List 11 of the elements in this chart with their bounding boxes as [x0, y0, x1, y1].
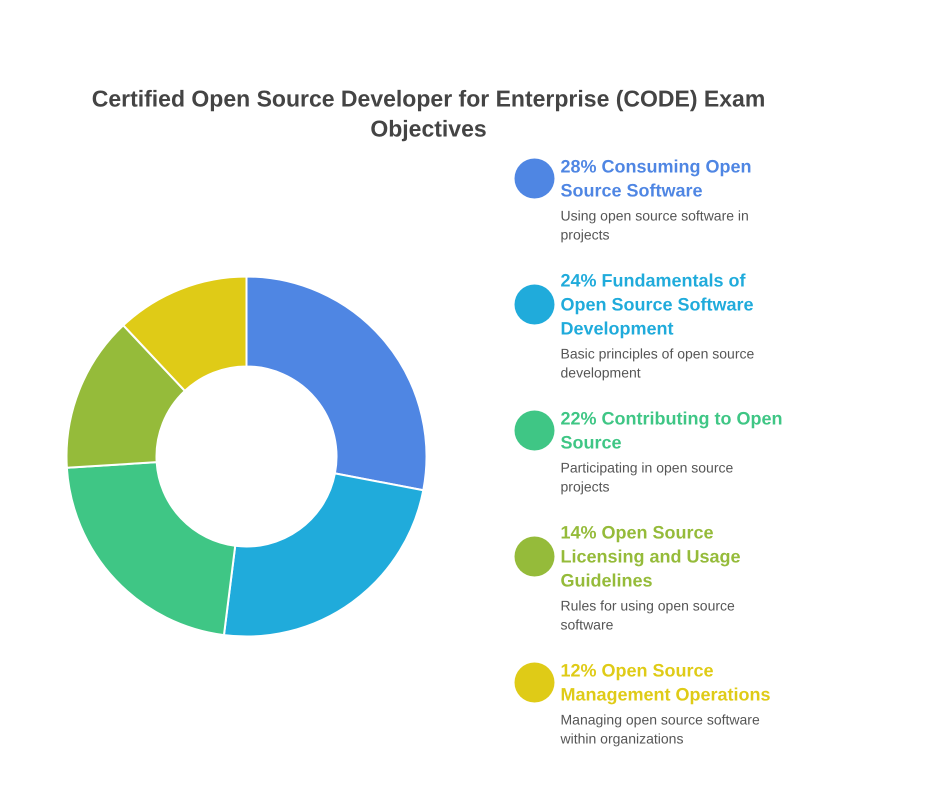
text: Using open source software in projects: [560, 208, 749, 242]
legend-label: 22% Contributing to Open Source: [560, 408, 782, 452]
legend-label: 24% Fundamentals of Open Source Software Development: [560, 270, 754, 338]
legend-label: 28% Consuming Open Source Software: [560, 156, 752, 200]
text: Basic principles of open source development: [560, 346, 754, 380]
legend-label: 14% Open Source Licensing and Usage Guidelines: [560, 522, 741, 590]
text: Rules for using open source software: [560, 598, 736, 632]
text: Participating in open source projects: [560, 460, 734, 494]
chart-title: Certified Open Source Developer for Enterprise (CODE) Exam Objectives: [92, 86, 766, 142]
text: Managing open source software within organizations: [560, 712, 760, 746]
legend-label: 12% Open Source Management Operations: [560, 660, 771, 704]
